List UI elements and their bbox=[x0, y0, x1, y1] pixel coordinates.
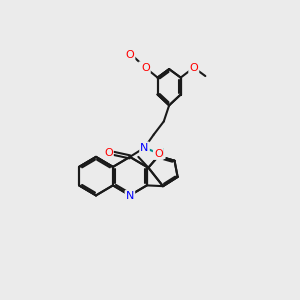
Text: O: O bbox=[125, 50, 134, 60]
Text: O: O bbox=[104, 148, 113, 158]
Text: H: H bbox=[157, 148, 165, 158]
Text: N: N bbox=[140, 143, 149, 153]
Text: O: O bbox=[154, 149, 163, 159]
Text: O: O bbox=[140, 63, 148, 73]
Text: O: O bbox=[189, 63, 198, 73]
Text: O: O bbox=[141, 63, 150, 73]
Text: N: N bbox=[126, 191, 134, 201]
